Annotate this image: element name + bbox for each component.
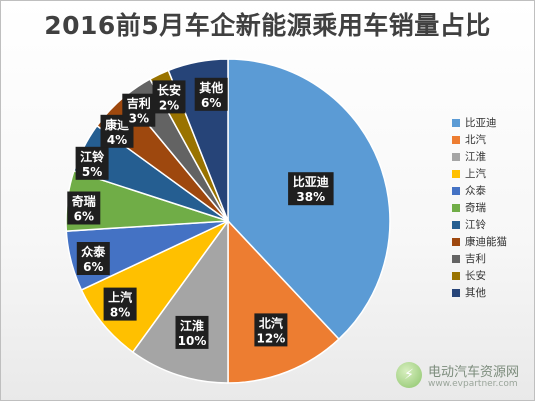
legend-item: 奇瑞: [452, 199, 526, 216]
legend-item: 比亚迪: [452, 114, 526, 131]
legend-item: 上汽: [452, 165, 526, 182]
legend-swatch: [452, 135, 460, 144]
legend-label: 其他: [465, 287, 486, 299]
data-label-7: 江铃5%: [75, 146, 109, 180]
legend-swatch: [452, 118, 460, 127]
data-label-background: [152, 80, 186, 114]
legend-item: 江铃: [452, 216, 526, 233]
legend-label: 吉利: [465, 253, 486, 265]
legend-item: 江淮: [452, 148, 526, 165]
data-label-9: 吉利3%: [122, 93, 156, 127]
legend-swatch: [452, 203, 460, 212]
data-label-name: 江淮: [180, 318, 204, 333]
data-label-value: 38%: [296, 190, 325, 204]
legend-swatch: [452, 254, 460, 263]
data-label-name: 众泰: [81, 244, 106, 259]
legend-label: 奇瑞: [465, 202, 486, 214]
data-label-background: [254, 313, 288, 347]
data-label-background: [122, 93, 156, 127]
legend-swatch: [452, 186, 460, 195]
legend-swatch: [452, 271, 460, 280]
legend-label: 上汽: [465, 168, 486, 180]
legend-label: 众泰: [465, 185, 486, 197]
evpartner-logo-icon: ⚡: [396, 362, 422, 388]
data-label-value: 6%: [74, 210, 94, 224]
watermark: ⚡ 电动汽车资源网 www.evpartner.com: [396, 360, 531, 394]
legend-label: 江淮: [465, 151, 486, 163]
data-label-name: 江铃: [80, 149, 105, 164]
data-label-value: 3%: [129, 112, 149, 126]
legend-item: 其他: [452, 284, 526, 301]
data-label-background: [75, 146, 109, 180]
data-label-name: 吉利: [127, 96, 151, 111]
legend-swatch: [452, 288, 460, 297]
chart-title: 2016前5月车企新能源乘用车销量占比: [44, 11, 491, 40]
legend-swatch: [452, 237, 460, 246]
data-label-10: 长安2%: [152, 80, 186, 114]
legend-label: 江铃: [465, 219, 486, 231]
legend-item: 康迪能猫: [452, 233, 526, 250]
data-label-value: 2%: [159, 98, 179, 112]
data-label-background: [103, 287, 137, 321]
data-label-4: 上汽8%: [103, 287, 137, 321]
data-label-value: 12%: [257, 331, 286, 345]
data-label-name: 上汽: [108, 290, 132, 305]
data-label-value: 8%: [110, 306, 130, 320]
legend-item: 吉利: [452, 250, 526, 267]
data-label-value: 6%: [83, 260, 103, 274]
data-label-background: [288, 172, 334, 206]
data-label-name: 其他: [199, 80, 223, 95]
data-label-name: 北汽: [259, 315, 283, 330]
data-label-background: [76, 242, 110, 275]
data-label-name: 比亚迪: [293, 174, 329, 189]
watermark-site-name: 电动汽车资源网: [428, 365, 520, 380]
legend-item: 众泰: [452, 182, 526, 199]
legend-item: 北汽: [452, 131, 526, 148]
data-label-5: 众泰6%: [76, 242, 110, 275]
legend-label: 康迪能猫: [465, 236, 507, 248]
legend-swatch: [452, 220, 460, 229]
data-label-value: 10%: [178, 334, 207, 348]
data-label-name: 长安: [157, 82, 181, 97]
legend-label: 长安: [465, 270, 486, 282]
pie-data-labels: 比亚迪38%北汽12%江淮10%上汽8%众泰6%奇瑞6%江铃5%康迪4%吉利3%…: [67, 77, 334, 349]
data-label-value: 6%: [201, 96, 221, 110]
data-label-6: 奇瑞6%: [67, 191, 101, 225]
data-label-name: 奇瑞: [72, 194, 96, 209]
legend-item: 长安: [452, 267, 526, 284]
watermark-url: www.evpartner.com: [428, 379, 518, 389]
data-label-background: [175, 315, 209, 349]
data-label-background: [67, 191, 101, 225]
chart-legend: 比亚迪北汽江淮上汽众泰奇瑞江铃康迪能猫吉利长安其他: [452, 114, 526, 301]
legend-swatch: [452, 169, 460, 178]
pie-slices: [65, 58, 391, 384]
legend-label: 北汽: [465, 134, 486, 146]
data-label-11: 其他6%: [194, 77, 228, 111]
data-label-background: [194, 77, 228, 111]
legend-label: 比亚迪: [465, 117, 497, 129]
legend-swatch: [452, 152, 460, 161]
data-label-value: 4%: [107, 133, 127, 147]
data-label-value: 5%: [82, 165, 102, 179]
